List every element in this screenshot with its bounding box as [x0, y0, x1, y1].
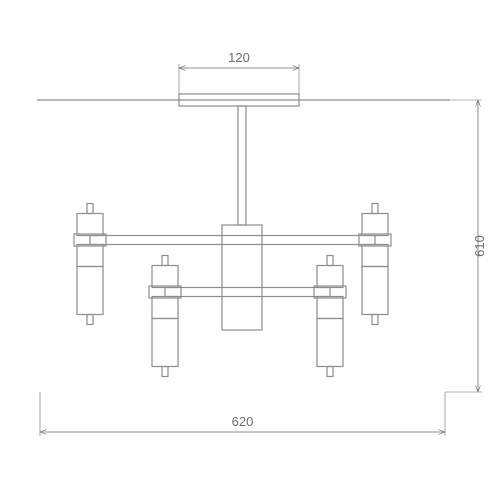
dim-height: 610 — [472, 235, 487, 257]
dim-bottom-width: 620 — [232, 414, 254, 429]
dim-top-width: 120 — [228, 50, 250, 65]
technical-drawing: 120 620 610 — [0, 0, 500, 500]
